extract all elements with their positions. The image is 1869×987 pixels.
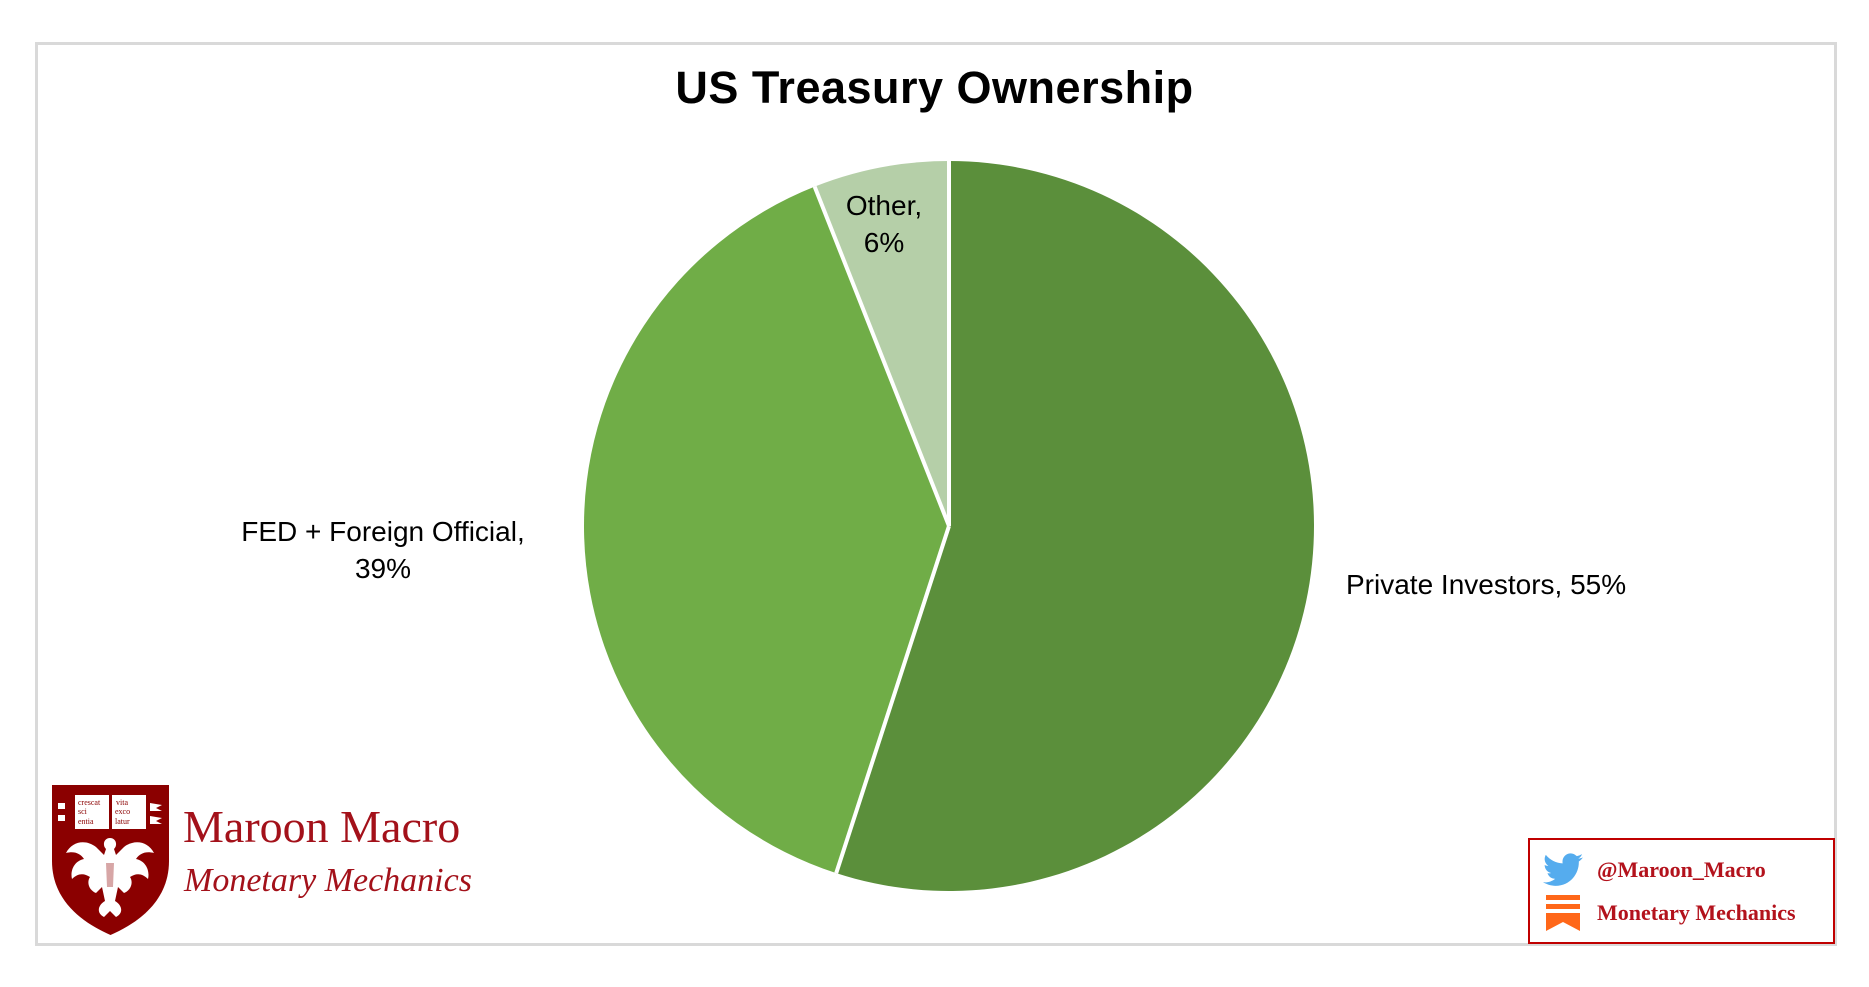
data-label-fed-foreign-official: FED + Foreign Official, 39%: [196, 513, 570, 587]
substack-icon: [1546, 895, 1580, 931]
svg-text:exco: exco: [115, 807, 130, 816]
pie-slice-other: [814, 161, 949, 526]
substack-link[interactable]: Monetary Mechanics: [1530, 893, 1796, 933]
pie-slice-fed-foreign-official: [583, 186, 949, 874]
data-label-other: Other, 6%: [834, 187, 934, 261]
chart-title: US Treasury Ownership: [675, 62, 1194, 113]
slice-separator: [834, 525, 951, 874]
label-line-1: Other,: [845, 190, 923, 221]
twitter-handle: @Maroon_Macro: [1597, 857, 1766, 882]
brand-subtitle: Monetary Mechanics: [184, 862, 472, 899]
university-shield-logo: crescat sci entia vita exco latur: [52, 785, 169, 935]
svg-text:latur: latur: [115, 817, 130, 826]
twitter-bird-icon: [1543, 853, 1583, 886]
svg-text:sci: sci: [78, 807, 88, 816]
twitter-link[interactable]: @Maroon_Macro: [1530, 850, 1766, 890]
pie-slices: [583, 161, 1314, 891]
svg-text:vita: vita: [116, 798, 128, 807]
svg-text:entia: entia: [78, 817, 94, 826]
label-line-2: 6%: [863, 227, 905, 258]
slice-separator: [812, 185, 951, 527]
social-links-box: @Maroon_Macro Monetary Mechanics: [1528, 838, 1835, 944]
label-line-2: 39%: [354, 553, 412, 584]
pie-slice-private-investors: [836, 161, 1314, 891]
substack-name: Monetary Mechanics: [1597, 900, 1796, 925]
motto-left-1: crescat: [78, 798, 101, 807]
data-label-private-investors: Private Investors, 55%: [1346, 566, 1626, 603]
brand-title: Maroon Macro: [183, 801, 461, 852]
label-text: Private Investors, 55%: [1346, 569, 1627, 600]
label-line-1: FED + Foreign Official,: [241, 516, 525, 547]
